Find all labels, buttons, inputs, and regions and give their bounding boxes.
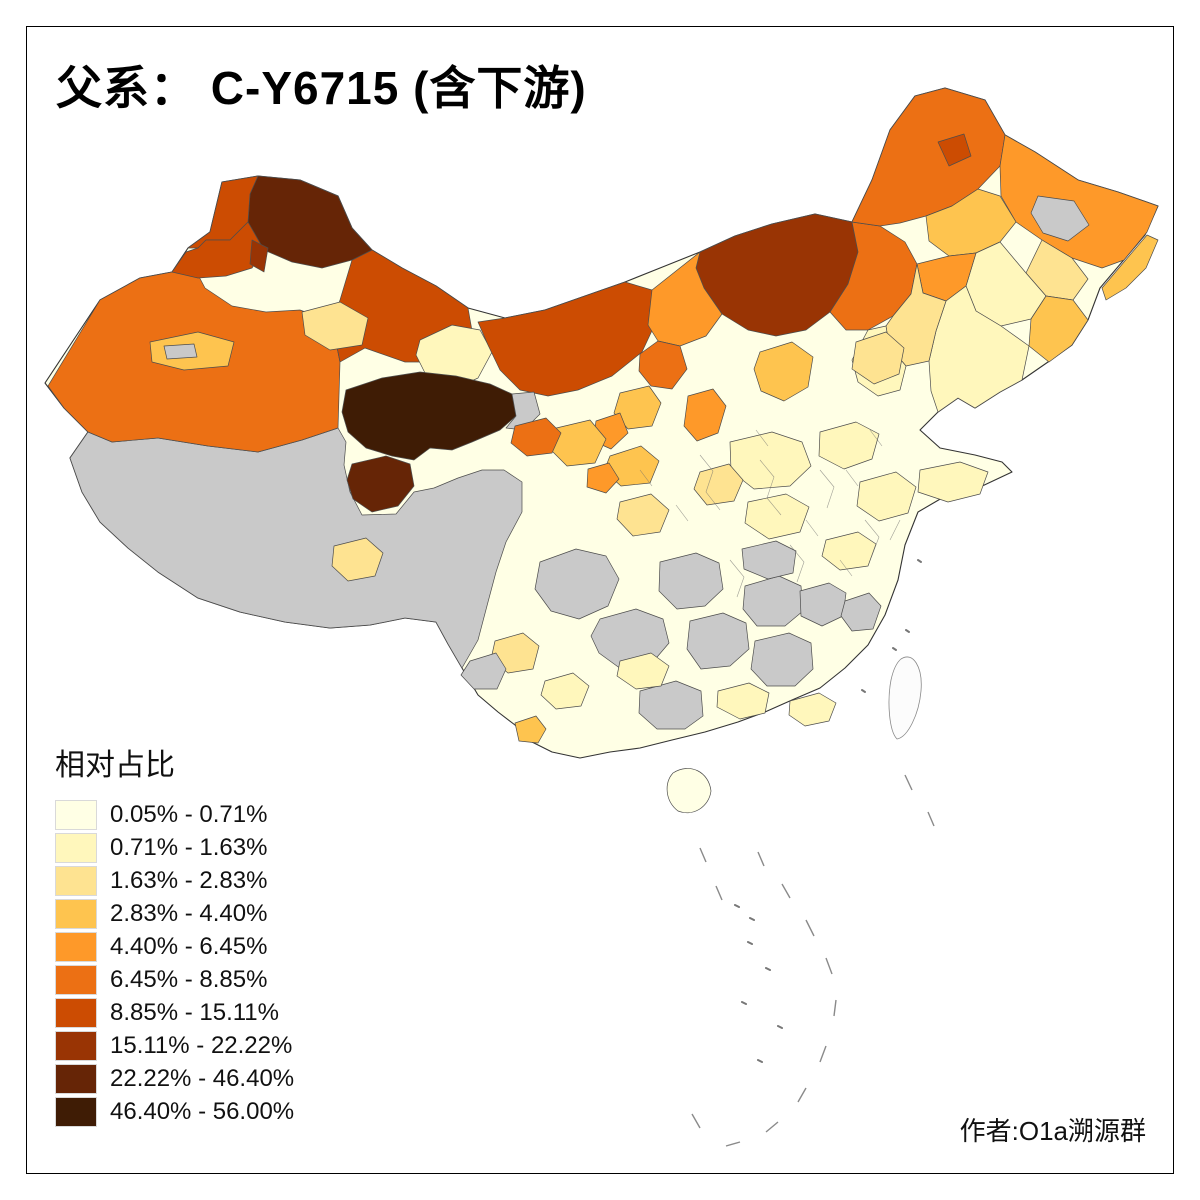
map-region	[163, 343, 198, 360]
mainland	[44, 87, 1159, 759]
map-region	[616, 493, 670, 537]
map-region	[301, 301, 369, 351]
legend-label: 0.71% - 1.63%	[110, 834, 268, 861]
map-region	[69, 427, 523, 669]
legend-item: 2.83% - 4.40%	[55, 899, 294, 929]
map-region	[331, 537, 384, 582]
legend-swatch	[55, 833, 97, 863]
map-region	[341, 371, 517, 461]
legend-item: 46.40% - 56.00%	[55, 1097, 294, 1127]
map-region	[638, 680, 704, 730]
map-region	[613, 385, 662, 430]
map-region	[638, 340, 688, 390]
author-credit: 作者:O1a溯源群	[959, 1116, 1146, 1146]
map-region	[460, 652, 507, 690]
map-region	[686, 612, 750, 670]
map-region	[856, 471, 917, 522]
map-region	[716, 682, 770, 720]
legend-label: 4.40% - 6.45%	[110, 933, 268, 960]
nine-dash-line	[691, 774, 935, 1147]
map-region	[683, 388, 727, 442]
hainan-island	[666, 768, 712, 814]
islands	[666, 559, 922, 814]
legend-title: 相对占比	[55, 749, 175, 782]
legend-swatch	[55, 1031, 97, 1061]
map-region	[693, 463, 744, 506]
map-region	[1028, 295, 1089, 363]
map-region	[741, 540, 797, 580]
map-region	[540, 672, 590, 710]
legend-item: 15.11% - 22.22%	[55, 1031, 294, 1061]
prefecture-borders	[639, 429, 901, 598]
legend-label: 8.85% - 15.11%	[110, 999, 279, 1026]
coastal-islets	[861, 559, 922, 693]
map-region	[750, 632, 814, 687]
map-region	[937, 133, 972, 167]
map-region	[346, 455, 415, 513]
map-region	[744, 493, 810, 540]
map-region	[851, 87, 1006, 227]
legend-item: 6.45% - 8.85%	[55, 965, 294, 995]
map-region	[925, 188, 1017, 257]
legend-swatch	[55, 1064, 97, 1094]
map-region	[514, 715, 547, 744]
map-region	[818, 421, 880, 470]
map-region	[821, 531, 877, 571]
taiwan-island	[888, 656, 922, 740]
legend-label: 0.05% - 0.71%	[110, 801, 268, 828]
map-region	[510, 417, 562, 457]
map-region	[829, 221, 918, 331]
legend-item: 0.05% - 0.71%	[55, 800, 294, 830]
legend-label: 22.22% - 46.40%	[110, 1065, 295, 1092]
map-region	[917, 461, 989, 503]
map-region	[171, 221, 265, 279]
page-title: 父系： C-Y6715 (含下游)	[56, 62, 587, 114]
plot-border	[26, 26, 1174, 1174]
map-region	[249, 239, 269, 273]
legend-item: 1.63% - 2.83%	[55, 866, 294, 896]
legend-item: 22.22% - 46.40%	[55, 1064, 294, 1094]
map-region	[999, 134, 1159, 269]
map-region	[788, 692, 837, 727]
map-region	[477, 281, 657, 397]
legend-item: 0.71% - 1.63%	[55, 833, 294, 863]
map-region	[658, 552, 724, 610]
legend-label: 6.45% - 8.85%	[110, 966, 268, 993]
map-region	[742, 575, 804, 627]
legend-swatch	[55, 965, 97, 995]
legend-swatch	[55, 899, 97, 929]
map-region	[534, 548, 620, 620]
legend-swatch	[55, 998, 97, 1028]
legend-swatch	[55, 800, 97, 830]
map-region	[753, 341, 814, 402]
map-region	[840, 592, 882, 632]
map-region	[586, 462, 620, 494]
legend-swatch	[55, 932, 97, 962]
south-china-sea-islets	[734, 904, 783, 1063]
legend-item: 4.40% - 6.45%	[55, 932, 294, 962]
map-region	[1101, 234, 1159, 301]
legend-item: 8.85% - 15.11%	[55, 998, 294, 1028]
legend: 相对占比 0.05% - 0.71% 0.71% - 1.63% 1.63% -…	[55, 740, 294, 1130]
legend-label: 1.63% - 2.83%	[110, 867, 268, 894]
legend-swatch	[55, 866, 97, 896]
legend-label: 15.11% - 22.22%	[110, 1032, 293, 1059]
map-region	[616, 652, 670, 690]
legend-label: 46.40% - 56.00%	[110, 1098, 295, 1125]
map-region	[851, 331, 905, 385]
legend-label: 2.83% - 4.40%	[110, 900, 268, 927]
legend-swatch	[55, 1097, 97, 1127]
map-region	[1030, 195, 1090, 242]
sea-features	[691, 774, 935, 1147]
map-region	[647, 251, 723, 347]
